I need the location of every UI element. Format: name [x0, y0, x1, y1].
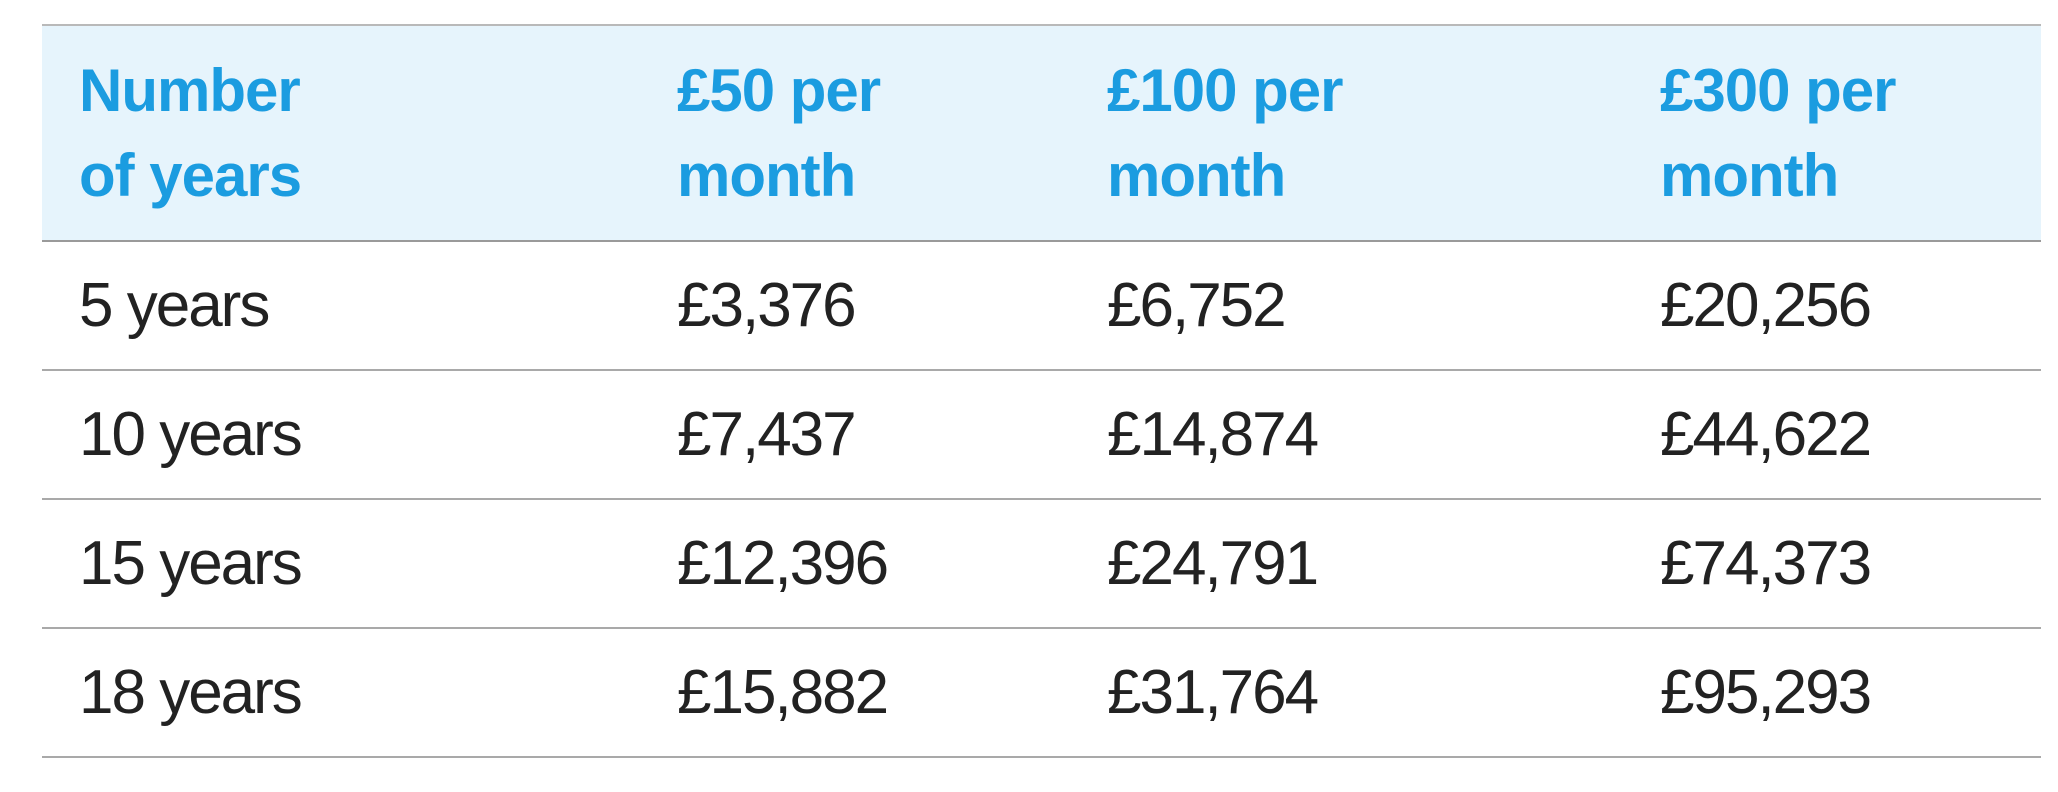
header-cell: £50 per month: [640, 25, 1070, 241]
table-row: 18 years £15,882 £31,764 £95,293: [42, 628, 2041, 757]
table-cell: £44,622: [1660, 400, 1872, 469]
header-cell: £300 per month: [1623, 25, 2041, 241]
table-cell: £12,396: [677, 529, 889, 598]
table-cell: £31,764: [1107, 658, 1319, 727]
table-cell: £15,882: [677, 658, 889, 727]
table-row: 15 years £12,396 £24,791 £74,373: [42, 499, 2041, 628]
table-cell: 5 years: [79, 271, 270, 340]
header-text: Number of years: [79, 57, 302, 209]
table-cell: £20,256: [1660, 271, 1872, 340]
table-cell: £6,752: [1107, 271, 1287, 340]
header-text: £100 per month: [1107, 57, 1344, 209]
table-row: 10 years £7,437 £14,874 £44,622: [42, 370, 2041, 499]
table-cell: £14,874: [1107, 400, 1319, 469]
table-cell: 15 years: [79, 529, 303, 598]
header-row: Number of years £50 per month £100 per mon…: [42, 25, 2041, 241]
table-cell: 18 years: [79, 658, 303, 727]
header-text: £50 per month: [677, 57, 881, 209]
table-cell: 10 years: [79, 400, 303, 469]
table-body: 5 years £3,376 £6,752 £20,256 10 years £7,437…: [42, 241, 2041, 757]
header-text: £300 per month: [1660, 57, 1897, 209]
table-header: Number of years £50 per month £100 per mon…: [42, 25, 2041, 241]
table-cell: £3,376: [677, 271, 857, 340]
table-row: 5 years £3,376 £6,752 £20,256: [42, 241, 2041, 370]
table-cell: £24,791: [1107, 529, 1319, 598]
savings-table: Number of years £50 per month £100 per mon…: [42, 24, 2041, 758]
table-cell: £95,293: [1660, 658, 1872, 727]
table-cell: £7,437: [677, 400, 857, 469]
table-cell: £74,373: [1660, 529, 1872, 598]
header-cell: Number of years: [42, 25, 640, 241]
header-cell: £100 per month: [1070, 25, 1623, 241]
